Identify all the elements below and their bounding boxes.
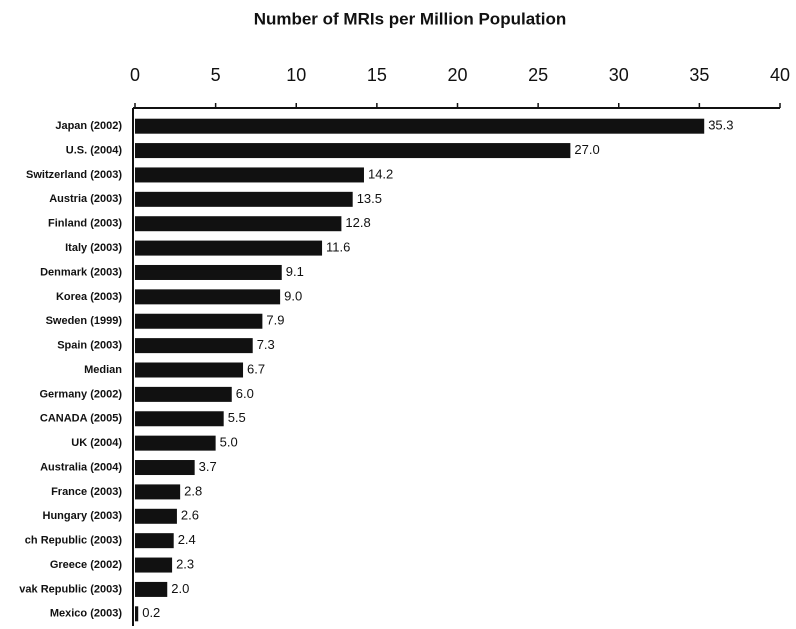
- value-label: 2.6: [181, 508, 199, 523]
- y-tick-label: UK (2004): [71, 437, 122, 449]
- chart-title: Number of MRIs per Million Population: [254, 9, 567, 28]
- value-label: 35.3: [708, 118, 733, 133]
- value-label: 2.8: [184, 483, 202, 498]
- bar: [135, 386, 232, 402]
- value-label: 0.2: [142, 605, 160, 620]
- y-tick-label: Spain (2003): [57, 340, 122, 352]
- bar: [135, 362, 244, 378]
- y-tick-label: Switzerland (2003): [26, 169, 122, 181]
- x-tick-label: 10: [286, 65, 306, 85]
- bar: [135, 240, 323, 256]
- bar: [135, 216, 342, 232]
- value-label: 7.9: [266, 313, 284, 328]
- bar: [135, 167, 364, 183]
- y-tick-label: Denmark (2003): [40, 266, 122, 278]
- y-tick-label: Australia (2004): [40, 461, 122, 473]
- y-tick-label: ch Republic (2003): [25, 535, 123, 547]
- y-tick-label: Hungary (2003): [43, 510, 123, 522]
- x-tick-label: 15: [367, 65, 387, 85]
- y-tick-label: CANADA (2005): [40, 413, 122, 425]
- x-tick-label: 5: [211, 65, 221, 85]
- bar: [135, 143, 571, 159]
- bar: [135, 533, 174, 549]
- y-tick-label: Korea (2003): [56, 291, 122, 303]
- y-tick-label: vak Republic (2003): [19, 583, 122, 595]
- x-tick-label: 40: [770, 65, 790, 85]
- bar: [135, 508, 177, 524]
- x-tick-label: 35: [689, 65, 709, 85]
- y-tick-label: Finland (2003): [48, 218, 122, 230]
- value-label: 11.6: [326, 240, 350, 255]
- value-label: 13.5: [357, 191, 382, 206]
- bar: [135, 313, 263, 329]
- bar: [135, 460, 195, 476]
- value-label: 2.0: [171, 581, 189, 596]
- bar: [135, 606, 139, 622]
- y-tick-label: Germany (2002): [39, 388, 122, 400]
- value-label: 12.8: [345, 215, 370, 230]
- value-label: 9.0: [284, 288, 302, 303]
- bar: [135, 191, 353, 207]
- value-label: 2.4: [178, 532, 196, 547]
- value-label: 9.1: [286, 264, 304, 279]
- bar: [135, 118, 705, 134]
- x-tick-label: 20: [447, 65, 467, 85]
- y-tick-label: France (2003): [51, 486, 122, 498]
- x-tick-label: 25: [528, 65, 548, 85]
- bar: [135, 289, 281, 305]
- bar: [135, 435, 216, 451]
- value-label: 6.7: [247, 361, 265, 376]
- y-tick-label: Italy (2003): [65, 242, 122, 254]
- y-tick-label: Sweden (1999): [46, 315, 123, 327]
- value-label: 5.5: [228, 410, 246, 425]
- x-tick-label: 0: [130, 65, 140, 85]
- x-tick-label: 30: [609, 65, 629, 85]
- value-label: 27.0: [574, 142, 599, 157]
- value-label: 6.0: [236, 386, 254, 401]
- y-tick-label: Austria (2003): [49, 193, 122, 205]
- value-label: 14.2: [368, 166, 393, 181]
- y-tick-label: Mexico (2003): [50, 608, 122, 620]
- y-tick-label: Japan (2002): [55, 120, 122, 132]
- y-tick-label: Median: [84, 364, 122, 376]
- bar: [135, 338, 253, 354]
- value-label: 5.0: [220, 435, 238, 450]
- value-label: 2.3: [176, 556, 194, 571]
- bar: [135, 484, 181, 500]
- y-tick-label: U.S. (2004): [66, 144, 123, 156]
- value-label: 3.7: [199, 459, 217, 474]
- bar: [135, 411, 224, 427]
- bar: [135, 264, 282, 280]
- y-tick-label: Greece (2002): [50, 559, 122, 571]
- value-label: 7.3: [257, 337, 275, 352]
- bar: [135, 557, 173, 573]
- bar: [135, 581, 168, 597]
